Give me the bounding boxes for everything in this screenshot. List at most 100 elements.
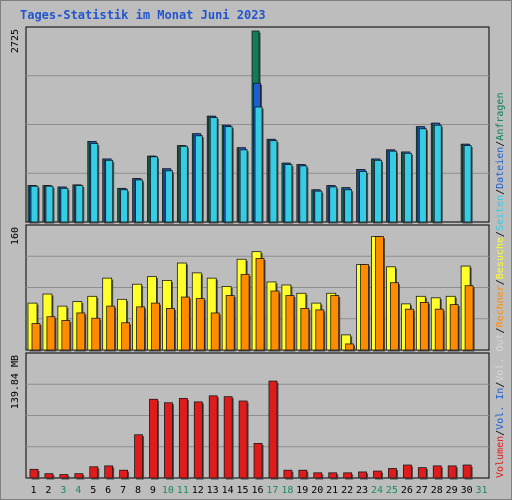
bar-rechner [375, 236, 384, 351]
x-tick-label: 5 [90, 485, 96, 496]
x-tick-label: 25 [386, 485, 398, 496]
bar-volumen [328, 472, 338, 479]
panel-bottom: 139.84 MB [10, 352, 490, 480]
bar-seiten [254, 106, 263, 223]
bar-seiten [209, 117, 218, 223]
bar-rechner [345, 343, 355, 351]
x-tick-label: 14 [222, 485, 234, 496]
bar-rechner [360, 264, 369, 351]
x-tick-label: 13 [207, 485, 219, 496]
x-tick-label: 3 [60, 485, 66, 496]
bar-rechner [151, 302, 160, 351]
panel-bottom-ymax-label: 139.84 MB [10, 355, 21, 409]
bar-seiten [403, 152, 412, 223]
bar-seiten [179, 145, 188, 223]
x-tick-label: 9 [150, 485, 156, 496]
bar-rechner [240, 273, 250, 351]
x-tick-label: 27 [416, 485, 428, 496]
bar-volumen [178, 397, 188, 479]
x-tick-label: 24 [371, 485, 383, 496]
x-tick-label: 1 [30, 485, 36, 496]
right-legend-text: Volumen/Vol. In/Vol. Out/Rechner/Besuche… [495, 93, 506, 478]
bar-rechner [255, 258, 265, 351]
x-tick-label: 4 [75, 485, 81, 496]
bar-volumen [223, 396, 233, 479]
bar-volumen [253, 442, 263, 479]
bar-volumen [373, 470, 382, 479]
bar-rechner [419, 301, 429, 351]
legend-entry: Volumen [495, 436, 506, 478]
x-tick-label: 26 [401, 485, 413, 496]
bar-rechner [464, 285, 474, 351]
bar-seiten [60, 187, 69, 223]
bar-volumen [74, 473, 84, 479]
x-tick-label: 22 [341, 485, 353, 496]
chart-title: Tages-Statistik im Monat Juni 2023 [20, 8, 266, 22]
x-tick-label: 10 [162, 485, 174, 496]
bar-seiten [120, 189, 129, 223]
bar-rechner [210, 312, 220, 351]
legend-entry: Besuche [495, 237, 506, 279]
bar-seiten [284, 164, 293, 223]
bar-rechner [76, 312, 86, 351]
x-tick-label: 19 [296, 485, 308, 496]
bar-volumen [388, 468, 397, 479]
bar-rechner [285, 295, 295, 351]
x-tick-label: 11 [177, 485, 189, 496]
bar-seiten [463, 145, 472, 223]
x-tick-label: 8 [135, 485, 141, 496]
bar-seiten [374, 159, 382, 223]
bar-volumen [283, 469, 293, 479]
legend-entry: / [495, 382, 506, 388]
bar-seiten [105, 159, 114, 223]
bar-volumen [59, 474, 69, 479]
x-tick-label: 18 [281, 485, 293, 496]
right-legend: Volumen/Vol. In/Vol. Out/Rechner/Besuche… [495, 93, 506, 478]
panel-top-ymax-label: 2725 [10, 29, 21, 53]
bar-rechner [390, 282, 399, 351]
bar-rechner [300, 308, 310, 351]
bar-seiten [389, 150, 397, 223]
bar-volumen [29, 468, 39, 479]
legend-entry: / [495, 231, 506, 237]
legend-entry: / [495, 327, 506, 333]
bar-seiten [329, 186, 338, 223]
x-tick-label: 2 [45, 485, 51, 496]
bar-rechner [180, 296, 190, 351]
legend-entry: Vol. In [495, 388, 506, 430]
x-tick-label: 21 [326, 485, 338, 496]
bar-rechner [46, 316, 56, 351]
bar-seiten [135, 179, 143, 223]
bar-volumen [89, 466, 99, 479]
x-axis-labels: 1 2 3 4 5 6 7 8 9 10 11 12 13 14 15 16 17 18 19 20 21 22 23 24 2… [30, 485, 487, 496]
legend-entry: Rechner [495, 285, 506, 327]
bar-seiten [433, 124, 442, 223]
x-tick-label: 7 [120, 485, 126, 496]
bar-volumen [402, 464, 412, 479]
bar-seiten [150, 156, 158, 223]
bar-seiten [90, 143, 99, 223]
x-tick-label: 17 [266, 485, 278, 496]
bar-seiten [344, 189, 353, 223]
x-tick-label: 12 [192, 485, 204, 496]
x-tick-label: 15 [237, 485, 249, 496]
bar-volumen [149, 398, 158, 479]
bar-volumen [313, 472, 323, 479]
legend-entry: Dateien [495, 147, 506, 189]
bar-seiten [239, 149, 248, 223]
bar-seiten [165, 170, 173, 223]
bar-volumen [268, 380, 278, 479]
chart-panels: 2725 160 139.84 MB [10, 26, 490, 480]
panel-top: 2725 [10, 26, 490, 224]
bar-rechner [315, 309, 325, 351]
bar-seiten [418, 128, 427, 223]
legend-entry: Anfragen [495, 93, 506, 141]
bar-volumen [298, 469, 308, 479]
bar-rechner [106, 305, 116, 351]
bar-rechner [91, 317, 101, 351]
x-tick-label: 20 [311, 485, 323, 496]
legend-entry: / [495, 430, 506, 436]
bar-rechner [404, 308, 414, 351]
legend-entry: Seiten [495, 195, 506, 231]
